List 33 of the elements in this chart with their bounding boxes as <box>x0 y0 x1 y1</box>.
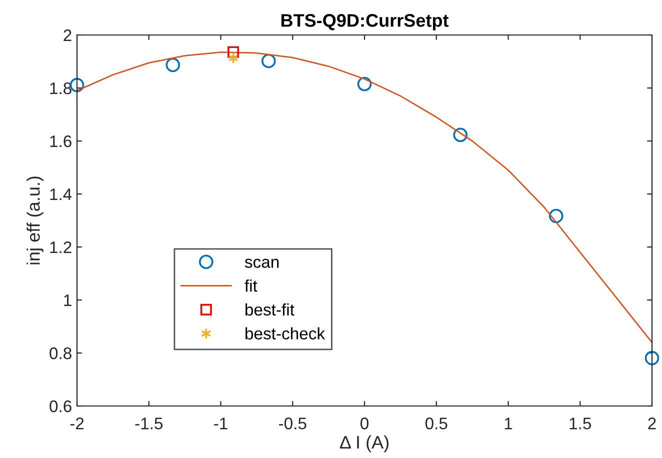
x-tick-label: 1 <box>504 418 512 430</box>
point <box>357 76 372 92</box>
y-axis-title: inj eff (a.u.) <box>26 176 44 264</box>
chart-title: BTS-Q9D:CurrSetpt <box>281 14 449 30</box>
legend-label: best-fit <box>246 303 294 316</box>
x-tick-label: -0.5 <box>279 418 306 430</box>
x-tick-label: 0 <box>360 418 368 430</box>
y-tick-label: 1.4 <box>50 188 72 200</box>
point <box>548 208 564 224</box>
y-tick-label: 1.8 <box>50 82 72 94</box>
legend-label: fit <box>244 279 258 292</box>
point <box>166 58 180 72</box>
point <box>261 54 276 68</box>
y-tick-label: 1.2 <box>50 241 72 254</box>
point <box>227 46 240 58</box>
y-tick-label: 0.8 <box>50 347 72 360</box>
y-tick-label: 2 <box>64 29 72 42</box>
point <box>644 350 660 366</box>
legend-label: scan <box>244 258 279 268</box>
y-tick-label: 0.6 <box>50 400 72 412</box>
x-tick-label: 0.5 <box>425 418 448 430</box>
legend-label: best-check <box>246 327 326 340</box>
x-tick-label: 1.5 <box>570 418 592 430</box>
point <box>453 128 468 142</box>
x-axis-title: Δ I (A) <box>340 435 388 452</box>
x-tick-label: 2 <box>648 418 656 430</box>
y-tick-label: 1.6 <box>50 135 72 148</box>
point <box>228 52 238 64</box>
point <box>70 78 84 92</box>
x-tick-label: -1 <box>214 418 228 430</box>
x-tick-label: -1.5 <box>135 418 163 430</box>
y-tick-label: 1 <box>64 294 72 306</box>
x-tick-label: -2 <box>70 418 84 430</box>
